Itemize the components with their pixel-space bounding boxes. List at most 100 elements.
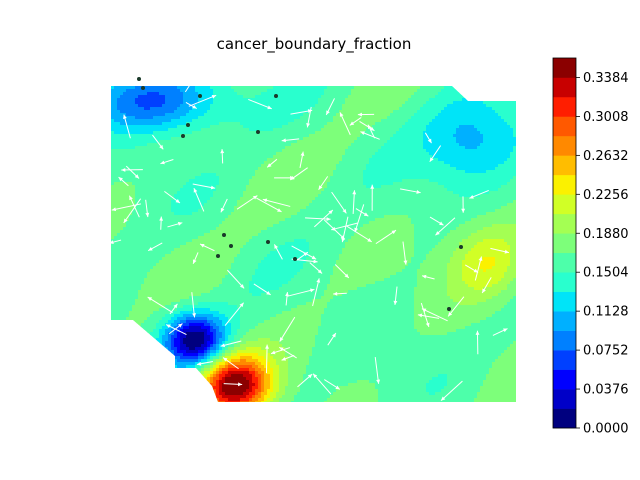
contour-cell xyxy=(507,119,511,123)
contour-cell xyxy=(435,122,439,126)
contour-cell xyxy=(513,98,516,102)
contour-cell xyxy=(294,188,298,192)
contour-cell xyxy=(372,125,376,129)
contour-cell xyxy=(456,152,460,156)
contour-cell xyxy=(276,86,280,90)
contour-cell xyxy=(447,110,451,114)
contour-cell xyxy=(414,182,418,186)
contour-cell xyxy=(360,188,364,192)
contour-cell xyxy=(237,89,241,93)
contour-cell xyxy=(279,131,283,135)
contour-cell xyxy=(507,104,511,108)
contour-cell xyxy=(249,137,253,141)
contour-cell xyxy=(252,104,256,108)
contour-cell xyxy=(249,188,253,192)
contour-cell xyxy=(159,161,163,165)
contour-cell xyxy=(336,89,340,93)
contour-cell xyxy=(228,194,232,198)
contour-cell xyxy=(459,179,463,183)
contour-cell xyxy=(234,137,238,141)
contour-cell xyxy=(126,92,130,96)
contour-cell xyxy=(246,152,250,156)
contour-cell xyxy=(432,116,436,120)
contour-cell xyxy=(240,170,244,174)
contour-cell xyxy=(318,101,322,105)
contour-cell xyxy=(303,122,307,126)
contour-cell xyxy=(366,188,370,192)
contour-cell xyxy=(321,128,325,132)
contour-cell xyxy=(492,137,496,141)
contour-cell xyxy=(129,140,133,144)
contour-cell xyxy=(399,131,403,135)
contour-cell xyxy=(435,158,439,162)
contour-cell xyxy=(456,158,460,162)
contour-cell xyxy=(366,104,370,108)
contour-cell xyxy=(339,179,343,183)
contour-cell xyxy=(192,128,196,132)
contour-cell xyxy=(201,146,205,150)
contour-cell xyxy=(204,176,208,180)
contour-cell xyxy=(441,185,445,189)
contour-cell xyxy=(453,161,457,165)
contour-cell xyxy=(426,143,430,147)
contour-cell xyxy=(378,161,382,165)
contour-cell xyxy=(465,104,469,108)
contour-cell xyxy=(306,107,310,111)
contour-cell xyxy=(117,173,121,177)
contour-cell xyxy=(132,149,136,153)
contour-cell xyxy=(435,146,439,150)
contour-cell xyxy=(354,155,358,159)
contour-cell xyxy=(198,173,202,177)
contour-cell xyxy=(429,113,433,117)
contour-cell xyxy=(498,110,502,114)
contour-cell xyxy=(138,164,142,168)
contour-cell xyxy=(450,188,454,192)
contour-cell xyxy=(186,104,190,108)
contour-cell xyxy=(441,125,445,129)
contour-cell xyxy=(156,119,160,123)
contour-cell xyxy=(387,194,391,198)
contour-cell xyxy=(369,167,373,171)
contour-cell xyxy=(306,146,310,150)
contour-cell xyxy=(273,143,277,147)
contour-cell xyxy=(255,164,259,168)
contour-cell xyxy=(390,134,394,138)
contour-cell xyxy=(288,107,292,111)
contour-cell xyxy=(126,158,130,162)
contour-cell xyxy=(357,92,361,96)
contour-cell xyxy=(147,86,151,90)
contour-cell xyxy=(228,101,232,105)
contour-cell xyxy=(468,110,472,114)
contour-cell xyxy=(228,140,232,144)
contour-cell xyxy=(369,149,373,153)
contour-cell xyxy=(147,134,151,138)
contour-cell xyxy=(120,113,124,117)
contour-cell xyxy=(390,152,394,156)
contour-cell xyxy=(141,89,145,93)
contour-cell xyxy=(324,194,328,198)
contour-cell xyxy=(237,95,241,99)
contour-cell xyxy=(345,98,349,102)
contour-cell xyxy=(273,89,277,93)
contour-cell xyxy=(333,161,337,165)
contour-cell xyxy=(168,116,172,120)
contour-cell xyxy=(510,137,514,141)
contour-cell xyxy=(138,179,142,183)
contour-cell xyxy=(135,128,139,132)
contour-cell xyxy=(180,140,184,144)
contour-cell xyxy=(315,95,319,99)
contour-cell xyxy=(441,95,445,99)
contour-cell xyxy=(477,161,481,165)
contour-cell xyxy=(390,146,394,150)
contour-cell xyxy=(225,113,229,117)
contour-cell xyxy=(360,116,364,120)
contour-cell xyxy=(318,167,322,171)
contour-cell xyxy=(201,122,205,126)
contour-cell xyxy=(414,110,418,114)
contour-cell xyxy=(426,194,430,198)
contour-cell xyxy=(408,104,412,108)
contour-cell xyxy=(249,113,253,117)
contour-cell xyxy=(270,128,274,132)
contour-cell xyxy=(450,161,454,165)
contour-cell xyxy=(498,131,502,135)
